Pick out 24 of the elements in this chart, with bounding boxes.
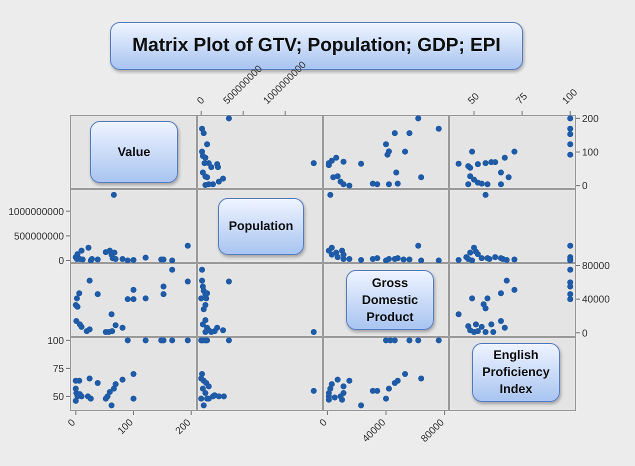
x-tick-label: 75 [514, 90, 530, 107]
y-tick-label: 100 [582, 148, 600, 159]
text: English Proficiency Index [472, 343, 560, 402]
y-tick-label: 100 [47, 336, 64, 347]
x-tick-label: 0 [195, 94, 208, 107]
x-tick-label: 0 [66, 417, 78, 430]
x-tick-label: 200 [174, 417, 194, 437]
text: Matrix Plot of GTV; Population; GDP; EPI [132, 35, 501, 56]
y-tick-label: 50 [52, 392, 64, 403]
y-tick-label: 0 [582, 181, 588, 192]
y-tick-label: 40000 [582, 294, 610, 306]
y-tick-label: 500000000 [14, 231, 64, 242]
x-tick-label: 0 [318, 417, 330, 430]
text: Gross Domestic Product [346, 270, 434, 330]
y-tick-label: 75 [52, 364, 64, 375]
text: Population [218, 198, 304, 255]
y-tick-label: 80000 [582, 261, 610, 272]
y-tick-label: 0 [582, 328, 588, 340]
x-tick-label: 50 [466, 90, 482, 107]
y-tick-label: 0 [58, 256, 64, 268]
y-tick-label: 200 [582, 114, 600, 125]
text: Value [90, 121, 178, 183]
x-tick-label: 100 [116, 417, 136, 437]
y-tick-label: 1000000000 [8, 206, 64, 218]
